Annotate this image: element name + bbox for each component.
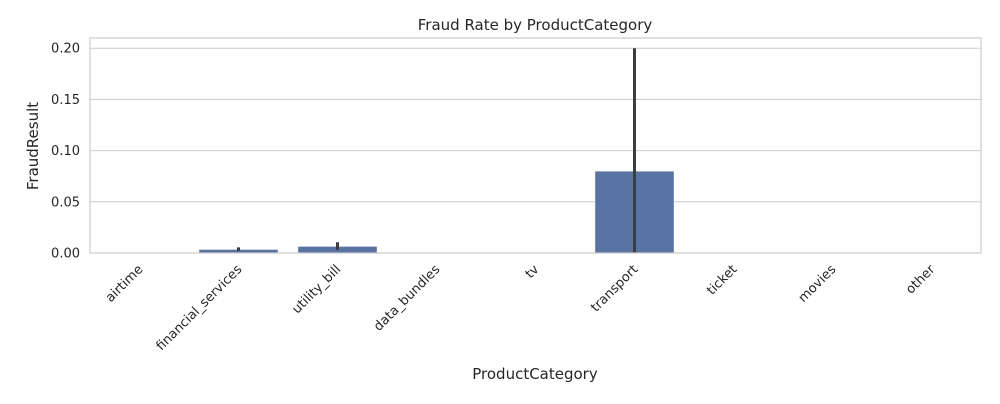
x-tick-label: tv	[523, 262, 543, 282]
bars	[198, 170, 675, 254]
error-bars	[237, 48, 636, 253]
x-axis-label: ProductCategory	[472, 365, 598, 383]
y-gridlines	[90, 47, 981, 254]
x-tick-label: movies	[796, 262, 840, 306]
x-tick-label: airtime	[103, 262, 146, 305]
plot-frame	[89, 37, 982, 254]
x-tick-labels: airtime financial_services utility_bill dat…	[103, 262, 939, 354]
y-tick-label: 0.20	[51, 42, 80, 57]
x-tick-label: financial_services	[154, 262, 246, 354]
x-tick-label: transport	[588, 262, 641, 315]
y-tick-labels: 0.00 0.05 0.10 0.15 0.20	[51, 42, 80, 262]
y-tick-label: 0.10	[51, 144, 80, 159]
y-tick-label: 0.15	[51, 93, 80, 108]
chart-title: Fraud Rate by ProductCategory	[418, 16, 653, 34]
x-tick-label: ticket	[704, 262, 740, 298]
y-tick-label: 0.05	[51, 195, 80, 210]
y-axis-label: FraudResult	[24, 102, 42, 190]
x-tick-label: other	[903, 262, 939, 298]
y-tick-label: 0.00	[51, 247, 80, 262]
x-tick-label: utility_bill	[289, 262, 344, 317]
x-tick-label: data_bundles	[371, 262, 443, 334]
